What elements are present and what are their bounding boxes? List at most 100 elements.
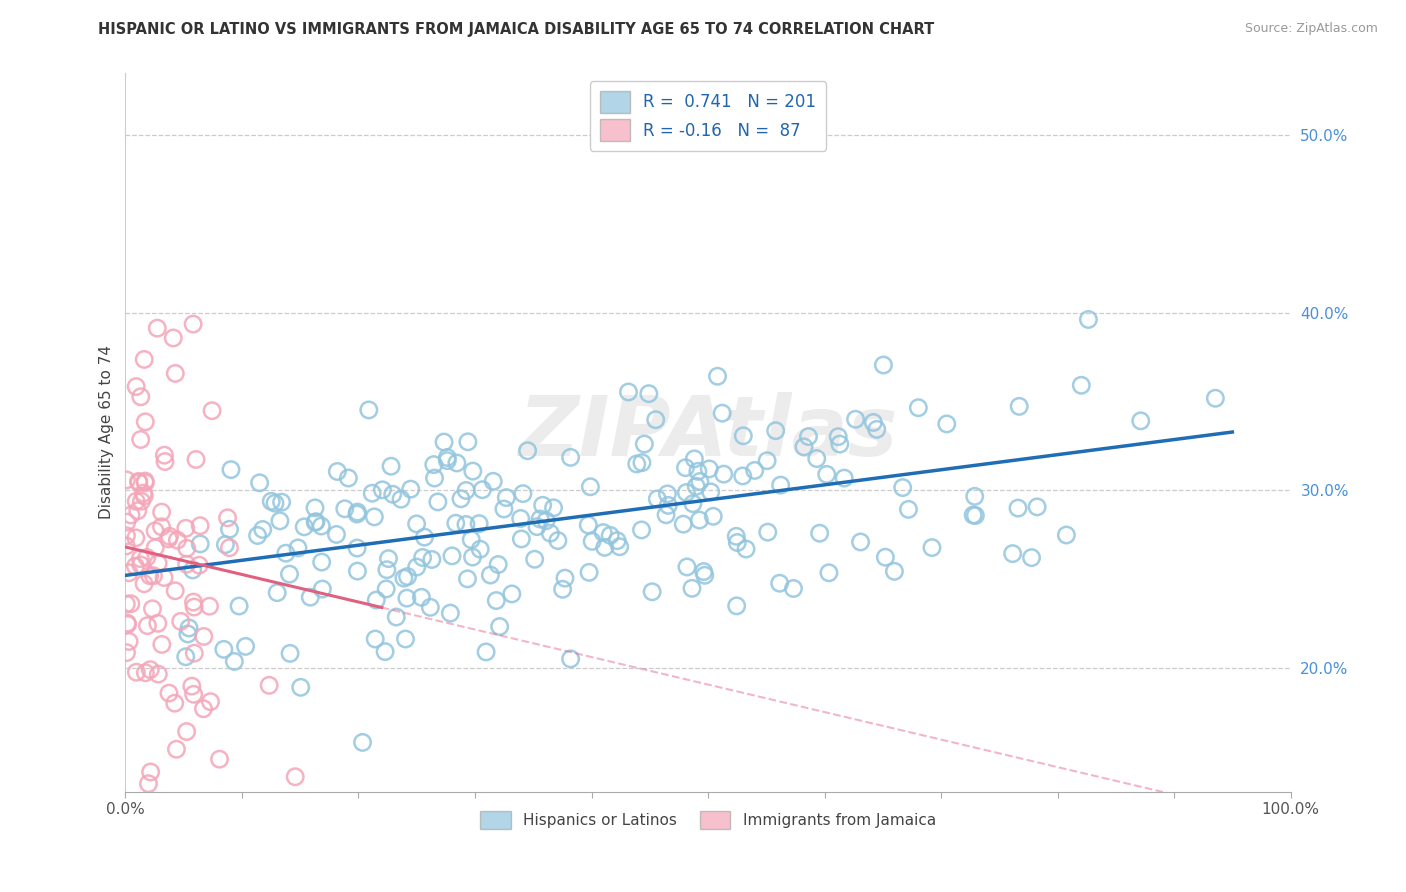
Point [274, 546, 297, 560]
Point [412, 550, 434, 565]
Point [146, 616, 169, 631]
Point [125, 379, 148, 393]
Point [875, 550, 897, 565]
Point [157, 532, 180, 546]
Point [485, 593, 508, 607]
Point [337, 471, 360, 485]
Point [218, 541, 240, 555]
Point [346, 505, 368, 519]
Point [193, 702, 215, 716]
Point [366, 593, 388, 607]
Point [150, 637, 173, 651]
Point [375, 582, 398, 596]
Point [935, 417, 957, 431]
Point [579, 480, 602, 494]
Point [292, 520, 315, 534]
Point [117, 617, 139, 632]
Point [129, 558, 152, 572]
Point [143, 524, 166, 538]
Point [115, 539, 138, 553]
Point [488, 619, 510, 633]
Point [411, 591, 433, 605]
Point [120, 508, 142, 522]
Point [326, 465, 349, 479]
Point [352, 735, 374, 749]
Point [385, 610, 408, 624]
Point [269, 514, 291, 528]
Point [1070, 378, 1092, 392]
Point [486, 558, 509, 572]
Point [228, 599, 250, 613]
Point [132, 486, 155, 500]
Point [657, 487, 679, 501]
Point [176, 541, 198, 556]
Point [278, 647, 301, 661]
Point [576, 518, 599, 533]
Point [357, 403, 380, 417]
Point [495, 491, 517, 505]
Point [405, 560, 427, 574]
Point [115, 473, 138, 487]
Point [725, 535, 748, 549]
Point [423, 471, 446, 485]
Point [266, 585, 288, 599]
Point [201, 403, 224, 417]
Point [395, 591, 418, 606]
Point [284, 770, 307, 784]
Point [461, 550, 484, 565]
Point [509, 511, 531, 525]
Point [433, 435, 456, 450]
Point [153, 570, 176, 584]
Point [456, 483, 478, 498]
Point [165, 367, 187, 381]
Point [554, 571, 576, 585]
Point [756, 454, 779, 468]
Point [364, 632, 387, 646]
Point [609, 540, 631, 554]
Point [883, 565, 905, 579]
Point [115, 515, 138, 529]
Point [188, 537, 211, 551]
Point [907, 401, 929, 415]
Point [138, 568, 160, 582]
Point [426, 495, 449, 509]
Point [647, 491, 669, 506]
Point [405, 516, 427, 531]
Point [657, 499, 679, 513]
Point [538, 526, 561, 541]
Point [676, 560, 699, 574]
Point [311, 582, 333, 596]
Point [117, 616, 139, 631]
Point [725, 529, 748, 543]
Point [153, 448, 176, 462]
Point [183, 687, 205, 701]
Point [475, 645, 498, 659]
Point [1008, 400, 1031, 414]
Point [523, 552, 546, 566]
Point [134, 475, 156, 490]
Point [682, 497, 704, 511]
Point [688, 513, 710, 527]
Point [711, 406, 734, 420]
Point [692, 565, 714, 579]
Point [439, 606, 461, 620]
Point [702, 509, 724, 524]
Point [560, 652, 582, 666]
Point [806, 451, 828, 466]
Point [125, 531, 148, 545]
Point [148, 667, 170, 681]
Point [346, 541, 368, 555]
Point [543, 500, 565, 515]
Point [134, 489, 156, 503]
Point [492, 502, 515, 516]
Point [641, 584, 664, 599]
Point [626, 457, 648, 471]
Point [129, 551, 152, 566]
Point [419, 600, 441, 615]
Point [683, 451, 706, 466]
Point [377, 551, 399, 566]
Point [200, 695, 222, 709]
Point [440, 549, 463, 563]
Point [176, 558, 198, 572]
Point [128, 475, 150, 489]
